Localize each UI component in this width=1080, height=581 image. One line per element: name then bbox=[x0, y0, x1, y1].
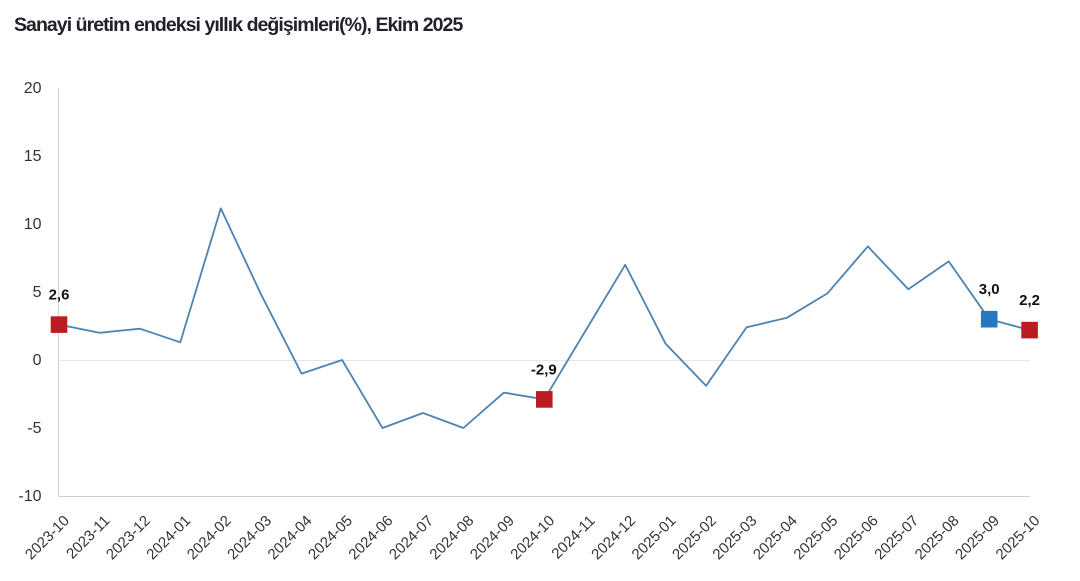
svg-text:2025-06: 2025-06 bbox=[831, 512, 882, 563]
svg-text:2025-08: 2025-08 bbox=[912, 512, 963, 563]
svg-text:2,6: 2,6 bbox=[49, 287, 70, 304]
svg-text:5: 5 bbox=[33, 284, 42, 301]
svg-text:2025-01: 2025-01 bbox=[629, 512, 680, 563]
svg-text:2024-07: 2024-07 bbox=[386, 512, 437, 563]
svg-text:2024-12: 2024-12 bbox=[588, 512, 639, 563]
svg-text:2023-10: 2023-10 bbox=[22, 512, 73, 563]
svg-text:2023-12: 2023-12 bbox=[103, 512, 154, 563]
svg-text:-2,9: -2,9 bbox=[531, 361, 557, 378]
svg-text:2025-10: 2025-10 bbox=[993, 512, 1044, 563]
svg-text:-5: -5 bbox=[27, 420, 41, 437]
svg-text:0: 0 bbox=[33, 352, 42, 369]
svg-text:2024-05: 2024-05 bbox=[305, 512, 356, 563]
svg-text:2025-02: 2025-02 bbox=[669, 512, 720, 563]
svg-text:2025-07: 2025-07 bbox=[871, 512, 922, 563]
svg-text:Sanayi üretim endeksi yıllık d: Sanayi üretim endeksi yıllık değişimleri… bbox=[14, 14, 463, 36]
svg-text:2024-02: 2024-02 bbox=[184, 512, 235, 563]
svg-text:10: 10 bbox=[24, 216, 42, 233]
svg-text:2025-09: 2025-09 bbox=[952, 512, 1003, 563]
svg-text:15: 15 bbox=[24, 148, 42, 165]
svg-text:2,2: 2,2 bbox=[1019, 292, 1040, 309]
svg-text:2024-03: 2024-03 bbox=[224, 512, 275, 563]
svg-text:2025-03: 2025-03 bbox=[709, 512, 760, 563]
svg-text:2025-05: 2025-05 bbox=[790, 512, 841, 563]
svg-text:2024-04: 2024-04 bbox=[265, 512, 316, 563]
svg-text:-10: -10 bbox=[18, 488, 41, 505]
svg-text:3,0: 3,0 bbox=[979, 281, 1000, 298]
svg-text:2024-09: 2024-09 bbox=[467, 512, 518, 563]
svg-text:2024-10: 2024-10 bbox=[507, 512, 558, 563]
svg-text:20: 20 bbox=[24, 80, 42, 97]
svg-text:2024-01: 2024-01 bbox=[143, 512, 194, 563]
svg-text:2024-06: 2024-06 bbox=[345, 512, 396, 563]
svg-text:2025-04: 2025-04 bbox=[750, 512, 801, 563]
svg-text:2024-08: 2024-08 bbox=[426, 512, 477, 563]
